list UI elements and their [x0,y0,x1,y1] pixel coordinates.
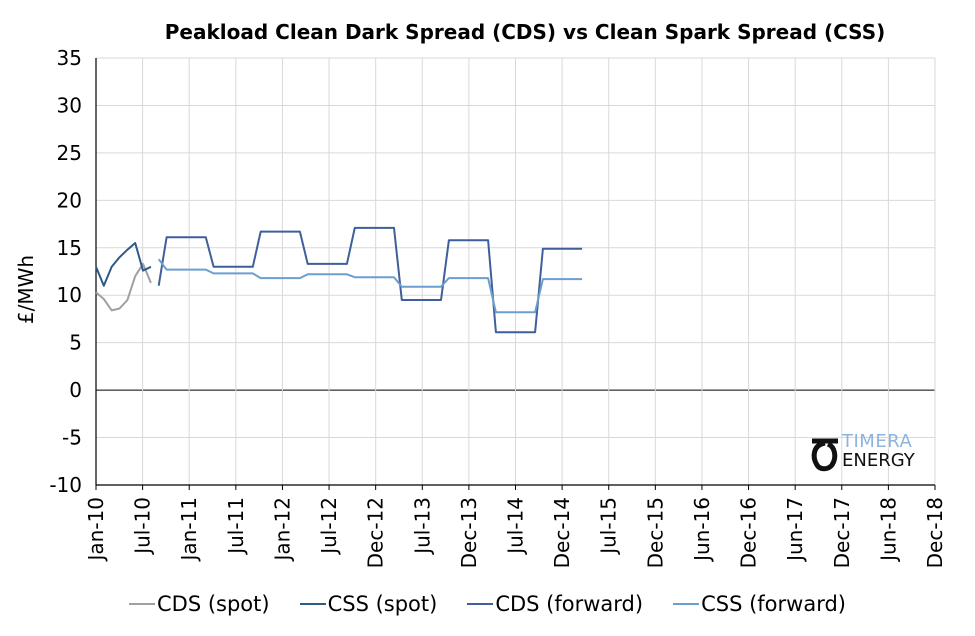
y-tick-label: 20 [57,188,82,212]
x-tick-label: Jul-11 [224,497,248,556]
x-tick-label: Jun-18 [876,497,900,563]
legend-swatch [129,603,155,605]
x-tick-label: Jan-12 [270,497,294,563]
x-tick-label: Dec-12 [364,497,388,568]
x-tick-label: Dec-18 [923,497,947,568]
legend-item: CSS (forward) [673,592,846,616]
timera-energy-logo: TIMERA ENERGY [808,431,928,475]
y-tick-label: -10 [49,473,82,497]
legend-item: CDS (forward) [467,592,643,616]
x-tick-label: Jul-13 [410,497,434,556]
x-tick-label: Jun-16 [690,497,714,563]
series-line-cds-forward [157,226,583,334]
logo-mark-icon [811,438,838,472]
legend-label: CDS (forward) [495,592,644,616]
legend-item: CDS (spot) [129,592,270,616]
legend-label: CDS (spot) [157,592,270,616]
logo-text-energy: ENERGY [842,450,915,471]
y-tick-label: 15 [57,236,82,260]
legend-swatch [299,603,326,605]
logo-text-timera: TIMERA [842,431,913,452]
legend-swatch [467,603,494,605]
y-tick-label: 5 [69,331,82,355]
x-tick-label: Jul-14 [504,497,528,556]
y-tick-label: 35 [57,46,82,70]
y-axis-label: £/MWh [14,255,38,324]
y-tick-label: 10 [57,283,82,307]
legend-label: CSS (forward) [701,592,846,616]
chart-title: Peakload Clean Dark Spread (CDS) vs Clea… [164,20,886,44]
x-tick-label: Jul-12 [317,497,341,556]
legend-item: CSS (spot) [299,592,438,616]
x-tick-label: Dec-17 [830,497,854,568]
y-tick-label: 0 [69,378,82,402]
legend: CDS (spot) CSS (spot) CDS (forward) CSS (fo… [0,592,975,616]
x-tick-label: Dec-14 [550,497,574,568]
y-tick-label: 30 [57,93,82,117]
y-tick-label: -5 [62,426,82,450]
y-tick-label: 25 [57,141,82,165]
x-tick-label: Jan-10 [84,497,108,563]
legend-label: CSS (spot) [327,592,438,616]
x-tick-label: Jul-15 [597,497,621,556]
x-tick-label: Dec-13 [457,497,481,568]
x-tick-label: Jun-17 [783,497,807,563]
x-tick-label: Jul-10 [131,497,155,556]
legend-swatch [673,603,700,605]
series-line-css-forward [157,258,583,314]
series-line-css-spot [95,242,152,287]
x-tick-label: Dec-16 [737,497,761,568]
x-tick-label: Dec-15 [643,497,667,568]
x-tick-label: Jan-11 [177,497,201,563]
